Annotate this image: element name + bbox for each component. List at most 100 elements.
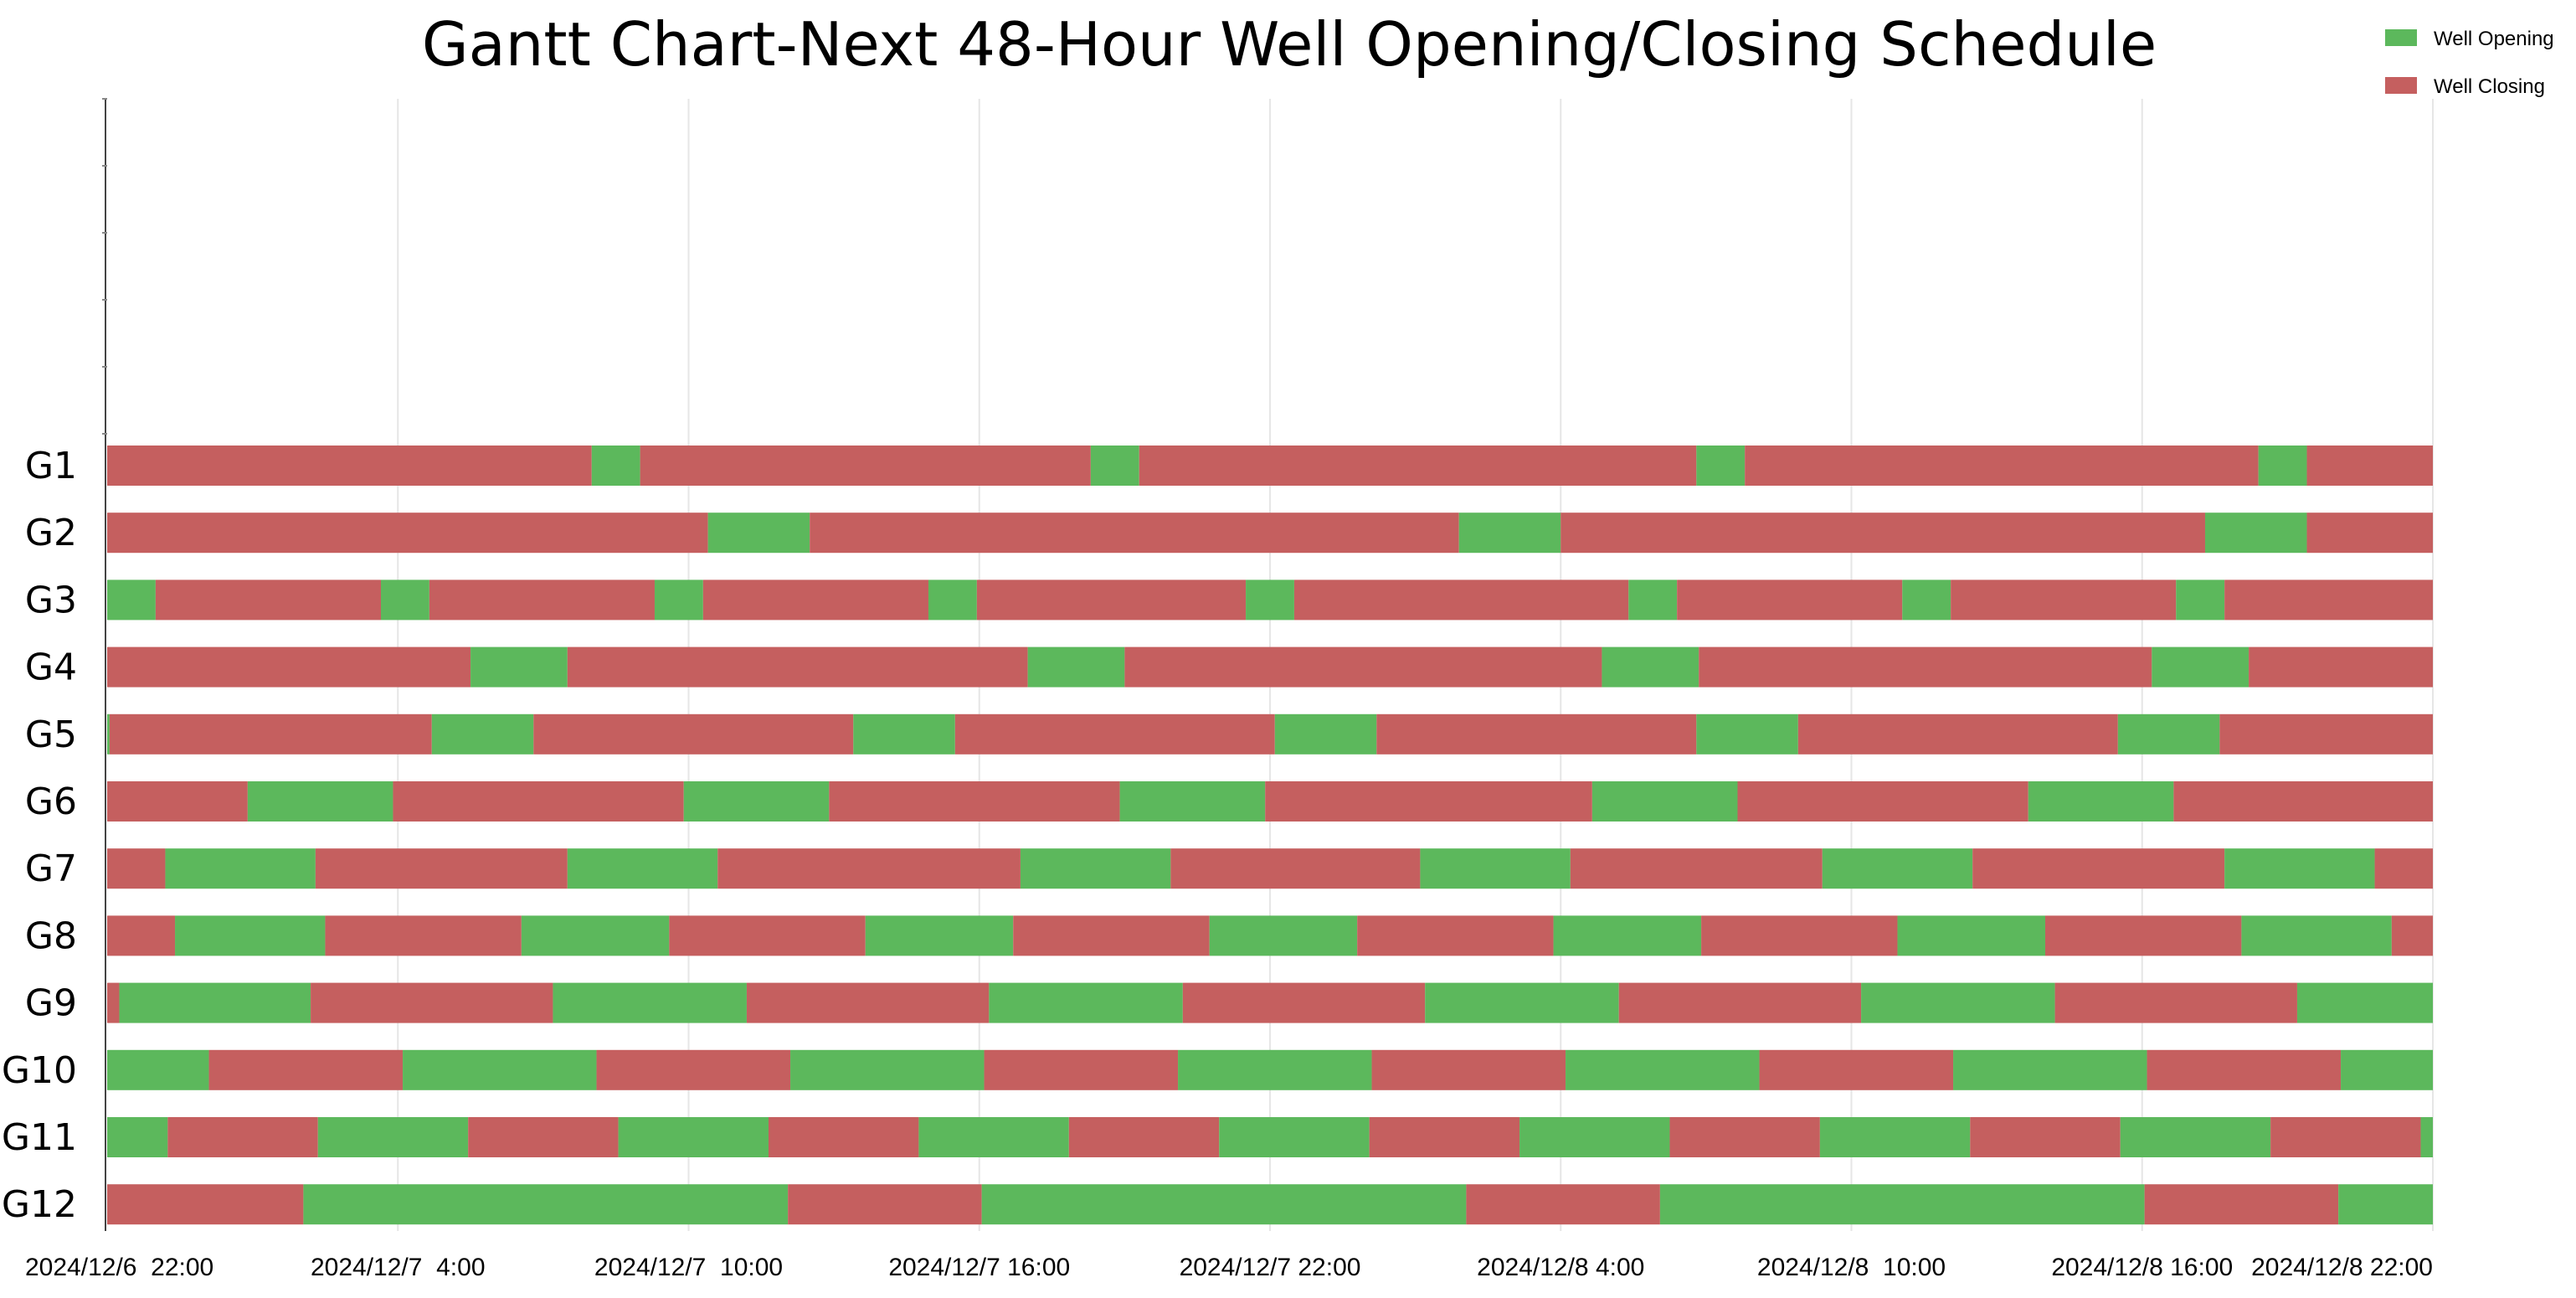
bar-segment-close: [976, 579, 1247, 621]
bar-segment-close: [1561, 513, 2205, 554]
bar-segment-close: [1170, 848, 1421, 889]
bar-segment-open: [1902, 579, 1951, 621]
row-label: G1: [25, 445, 77, 487]
bar-segment-open: [165, 848, 316, 889]
bar-segment-open: [107, 579, 156, 621]
bar-segment-close: [984, 1049, 1179, 1090]
row-label: G7: [25, 847, 77, 890]
bar-segment-close: [1669, 1117, 1820, 1157]
bar-segment-open: [2204, 513, 2307, 554]
bar-segment-open: [403, 1049, 597, 1090]
bar-segment-close: [533, 713, 854, 755]
bar-segment-close: [746, 982, 990, 1023]
bar-segment-close: [2045, 915, 2242, 956]
bar-segment-close: [669, 915, 866, 956]
bar-segment-close: [596, 1049, 791, 1090]
bar-segment-open: [1090, 446, 1139, 486]
bar-segment-close: [429, 579, 655, 621]
row-label: G5: [25, 713, 77, 756]
bar-segment-open: [2338, 1184, 2433, 1225]
bar-segment-open: [1425, 982, 1619, 1023]
bar-segment-close: [717, 848, 1021, 889]
bar-segment-close: [1466, 1184, 1660, 1225]
bar-segment-open: [431, 713, 534, 755]
bar-segment-open: [1659, 1184, 2145, 1225]
bar-segment-close: [1013, 915, 1210, 956]
bar-segment-close: [1068, 1117, 1220, 1157]
bar-segment-close: [208, 1049, 404, 1090]
bar-segment-close: [1124, 646, 1602, 688]
bar-segment-open: [1027, 646, 1125, 688]
bar-segment-open: [470, 646, 568, 688]
legend-swatch-open: [2385, 29, 2417, 46]
x-tick-label: 2024/12/7 10:00: [594, 1254, 783, 1281]
bar-segment-close: [1699, 646, 2152, 688]
bar-segment-close: [1357, 915, 1554, 956]
bar-segment-open: [865, 915, 1014, 956]
bar-segment-open: [1897, 915, 2045, 956]
bar-segment-open: [1246, 579, 1294, 621]
bar-segment-close: [788, 1184, 982, 1225]
gantt-row-G3: [107, 579, 2433, 621]
bars: [107, 446, 2433, 1225]
bar-segment-open: [2341, 1049, 2433, 1090]
bar-segment-open: [380, 579, 429, 621]
gantt-row-G8: [107, 915, 2433, 956]
legend-item-open: Well Opening: [2385, 28, 2554, 50]
bar-segment-open: [2241, 915, 2392, 956]
bar-segment-open: [1553, 915, 1702, 956]
bar-segment-open: [1178, 1049, 1372, 1090]
bar-segment-close: [107, 848, 166, 889]
bar-segment-close: [107, 513, 708, 554]
row-label: G4: [25, 646, 77, 689]
bar-segment-close: [1701, 915, 1898, 956]
bar-segment-open: [1119, 781, 1266, 822]
bar-segment-close: [167, 1117, 318, 1157]
bar-segment-open: [2120, 1117, 2271, 1157]
x-tick-label: 2024/12/7 16:00: [888, 1254, 1070, 1281]
bar-segment-close: [1797, 713, 2118, 755]
gantt-row-G7: [107, 848, 2433, 889]
bar-segment-close: [2147, 1049, 2342, 1090]
bar-segment-open: [1020, 848, 1171, 889]
bar-segment-close: [1293, 579, 1629, 621]
bar-segment-close: [2173, 781, 2433, 822]
gantt-row-G5: [107, 713, 2433, 755]
bar-segment-open: [1602, 646, 1699, 688]
bar-segment-close: [829, 781, 1120, 822]
bar-segment-close: [107, 446, 592, 486]
bar-segment-close: [107, 1184, 304, 1225]
bar-segment-close: [1139, 446, 1697, 486]
row-labels: G1 G2 G3 G4 G5 G6 G7 G8 G9 G10 G11 G12: [2, 445, 77, 1226]
row-label: G12: [2, 1183, 77, 1226]
bar-segment-open: [1219, 1117, 1370, 1157]
bar-segment-open: [928, 579, 977, 621]
bar-segment-close: [2391, 915, 2433, 956]
bar-segment-close: [2249, 646, 2433, 688]
row-label: G10: [2, 1049, 77, 1092]
bar-segment-open: [981, 1184, 1467, 1225]
bar-segment-close: [1759, 1049, 1954, 1090]
bar-segment-close: [1369, 1117, 1520, 1157]
legend: Well Opening Well Closing: [2385, 28, 2554, 98]
bar-segment-close: [2219, 713, 2433, 755]
legend-item-close: Well Closing: [2385, 75, 2545, 98]
bar-segment-open: [1822, 848, 1973, 889]
bar-segment-close: [1570, 848, 1823, 889]
bar-segment-close: [954, 713, 1275, 755]
x-tick-label: 2024/12/6 22:00: [25, 1254, 213, 1281]
row-label: G8: [25, 914, 77, 957]
bar-segment-open: [918, 1117, 1069, 1157]
legend-label-open: Well Opening: [2434, 28, 2554, 50]
bar-segment-open: [591, 446, 640, 486]
bar-segment-open: [683, 781, 830, 822]
row-label: G3: [25, 579, 77, 621]
bar-segment-close: [640, 446, 1091, 486]
bar-segment-open: [989, 982, 1183, 1023]
bar-segment-open: [790, 1049, 985, 1090]
bar-segment-open: [2224, 848, 2375, 889]
gantt-row-G9: [107, 982, 2433, 1023]
bar-segment-close: [2224, 579, 2433, 621]
bar-segment-open: [1519, 1117, 1670, 1157]
bar-segment-close: [2306, 446, 2433, 486]
